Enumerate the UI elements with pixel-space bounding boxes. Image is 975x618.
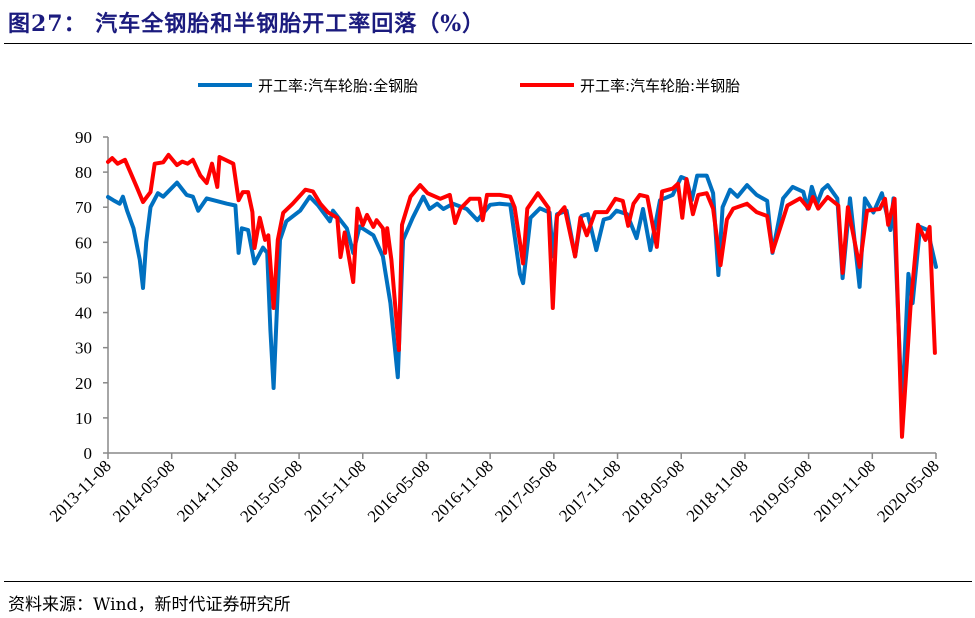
y-tick-label: 30 <box>75 339 92 358</box>
x-tick-label: 2017-11-08 <box>555 456 624 525</box>
y-tick-label: 80 <box>75 163 92 182</box>
x-tick-label: 2015-11-08 <box>301 456 370 525</box>
x-tick-label: 2014-11-08 <box>173 456 242 525</box>
x-tick-label: 2014-05-08 <box>109 456 179 526</box>
y-tick-label: 20 <box>75 374 92 393</box>
series-line-full-steel <box>106 173 938 415</box>
x-tick-label: 2017-05-08 <box>491 456 561 526</box>
legend: 开工率:汽车轮胎:全钢胎 开工率:汽车轮胎:半钢胎 <box>198 77 740 95</box>
x-tick-label: 2018-05-08 <box>619 456 689 526</box>
source-divider <box>4 581 972 582</box>
line-chart: 开工率:汽车轮胎:全钢胎 开工率:汽车轮胎:半钢胎 0 10 20 30 40 50 60 7… <box>46 77 943 526</box>
figure-title: 图27： 汽车全钢胎和半钢胎开工率回落（%） <box>8 11 486 37</box>
x-tick-label: 2013-11-08 <box>46 456 115 525</box>
x-tick-label: 2015-05-08 <box>236 456 306 526</box>
y-tick-label: 50 <box>75 268 92 287</box>
legend-label-full-steel: 开工率:汽车轮胎:全钢胎 <box>258 77 418 95</box>
y-tick-label: 40 <box>75 304 92 323</box>
legend-label-semi-steel: 开工率:汽车轮胎:半钢胎 <box>580 77 740 95</box>
series-line-semi-steel <box>106 152 937 439</box>
y-tick-label: 90 <box>75 128 92 147</box>
y-tick-label: 60 <box>75 233 92 252</box>
y-tick-label: 0 <box>84 444 93 463</box>
title-divider <box>4 43 972 44</box>
y-tick-label: 10 <box>75 409 92 428</box>
x-tick-label: 2018-11-08 <box>683 456 752 525</box>
x-tick-label: 2020-05-08 <box>873 456 943 526</box>
x-tick-label: 2016-05-08 <box>364 456 434 526</box>
x-tick-label: 2019-05-08 <box>746 456 816 526</box>
x-tick-label: 2016-11-08 <box>428 456 497 525</box>
x-tick-label: 2019-11-08 <box>810 456 879 525</box>
source-note: 资料来源：Wind，新时代证券研究所 <box>8 595 291 615</box>
y-tick-label: 70 <box>75 198 92 217</box>
